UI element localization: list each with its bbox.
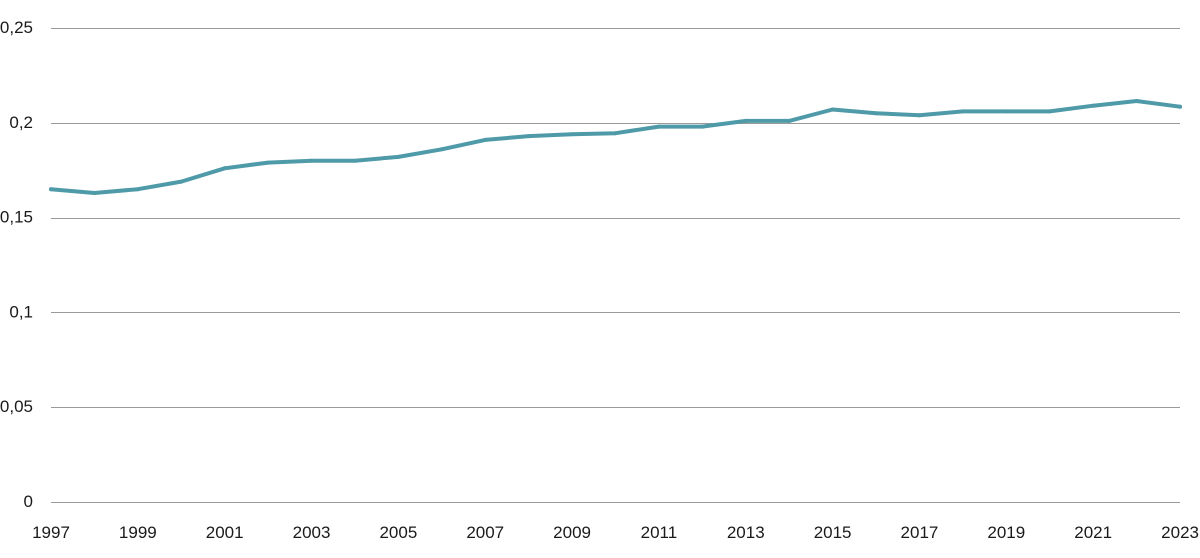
x-tick-label: 2023 xyxy=(1161,523,1199,542)
gridlines xyxy=(51,28,1180,503)
data-point xyxy=(135,187,140,192)
y-tick-label: 0,05 xyxy=(0,397,33,416)
x-tick-label: 2009 xyxy=(553,523,591,542)
data-point xyxy=(1047,109,1052,114)
data-point xyxy=(917,113,922,118)
x-tick-label: 1999 xyxy=(119,523,157,542)
x-tick-label: 1997 xyxy=(32,523,70,542)
x-tick-label: 2019 xyxy=(987,523,1025,542)
y-tick-label: 0 xyxy=(24,492,33,511)
data-point xyxy=(570,132,575,137)
data-point xyxy=(613,131,618,136)
series-layer xyxy=(49,99,1182,195)
x-axis-ticks: 1997 1999 2001 2003 2005 2007 2009 2011 2013 2015… xyxy=(32,523,1199,542)
x-tick-label: 2017 xyxy=(901,523,939,542)
x-tick-label: 2021 xyxy=(1074,523,1112,542)
data-point xyxy=(396,154,401,159)
x-tick-label: 2015 xyxy=(814,523,852,542)
data-point xyxy=(787,118,792,123)
y-tick-label: 0,1 xyxy=(9,302,33,321)
data-point xyxy=(49,187,53,192)
y-axis-ticks: 0 0,05 0,1 0,15 0,2 0,25 xyxy=(0,18,33,511)
data-point xyxy=(1091,103,1096,108)
x-tick-label: 2001 xyxy=(206,523,244,542)
data-point xyxy=(309,158,314,163)
data-point xyxy=(743,118,748,123)
y-tick-label: 0,2 xyxy=(9,113,33,132)
data-point xyxy=(439,147,444,152)
series-line xyxy=(49,99,1182,195)
data-point xyxy=(700,124,705,129)
data-point xyxy=(179,179,184,184)
y-tick-label: 0,25 xyxy=(0,18,33,37)
data-point xyxy=(874,111,878,116)
x-tick-label: 2011 xyxy=(641,523,678,542)
data-point xyxy=(830,107,835,112)
x-tick-label: 2007 xyxy=(466,523,504,542)
data-point xyxy=(266,160,271,165)
x-tick-label: 2013 xyxy=(727,523,765,542)
x-tick-label: 2005 xyxy=(379,523,417,542)
data-point xyxy=(656,124,661,129)
data-point xyxy=(960,109,965,114)
data-point xyxy=(1134,99,1139,103)
data-point xyxy=(222,166,227,171)
data-point xyxy=(526,134,531,139)
data-point xyxy=(92,191,97,195)
x-tick-label: 2003 xyxy=(293,523,331,542)
data-point xyxy=(353,158,357,163)
data-point xyxy=(1004,109,1009,114)
y-tick-label: 0,15 xyxy=(0,208,33,227)
data-point xyxy=(1178,104,1182,109)
data-point xyxy=(483,137,488,142)
